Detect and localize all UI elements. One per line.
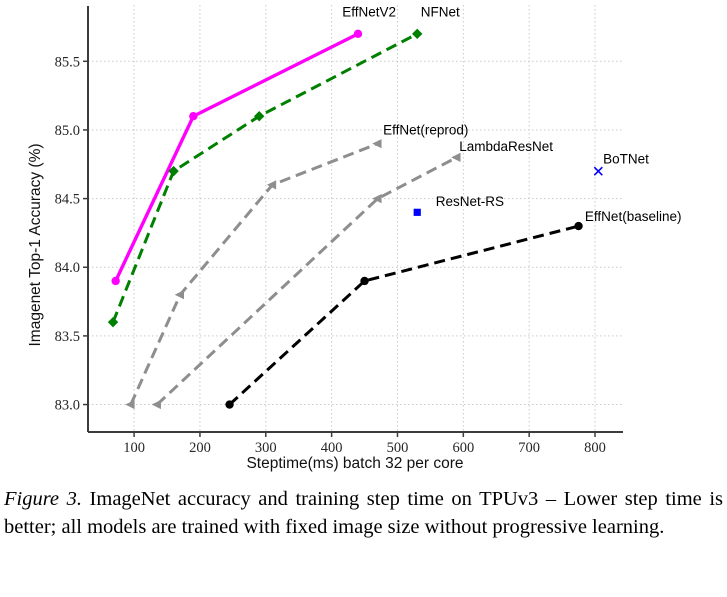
data-point-marker bbox=[574, 221, 583, 231]
y-tick-label: 85.0 bbox=[55, 123, 80, 139]
data-point-marker bbox=[266, 180, 277, 190]
x-tick-label: 200 bbox=[189, 440, 211, 456]
data-point-marker bbox=[125, 399, 135, 410]
series-line-lambdaresnet bbox=[156, 156, 458, 406]
series-line-nfnet bbox=[111, 32, 418, 323]
accuracy-vs-steptime-chart: 100 200 300 400 500 600 700 800 83.0 83.5 84.0 84.5… bbox=[27, 4, 681, 472]
series-effnet-baseline bbox=[225, 221, 583, 409]
data-point-marker bbox=[254, 111, 265, 122]
data-point-marker bbox=[372, 193, 382, 204]
data-point-marker bbox=[168, 165, 179, 177]
chart-series bbox=[107, 28, 603, 410]
series-effnetv2 bbox=[111, 29, 363, 286]
x-tick-label: 500 bbox=[387, 440, 409, 456]
data-point-marker bbox=[225, 400, 234, 409]
data-point-marker bbox=[111, 276, 120, 286]
scatter-label-resnet-rs: ResNet-RS bbox=[436, 194, 504, 209]
data-point-marker bbox=[413, 208, 421, 216]
x-tick-label: 300 bbox=[255, 440, 277, 456]
figure-caption: Figure 3. ImageNet accuracy and training… bbox=[4, 485, 723, 541]
y-tick-label: 83.5 bbox=[55, 329, 80, 345]
data-point-marker bbox=[151, 399, 161, 410]
scatter-label-botnet: BoTNet bbox=[603, 151, 649, 166]
series-line-effnetv2 bbox=[114, 32, 359, 282]
x-axis-title: Steptime(ms) batch 32 per core bbox=[246, 455, 463, 472]
x-tick-label: 800 bbox=[584, 440, 606, 456]
y-tick-label: 85.5 bbox=[55, 54, 80, 70]
series-nfnet bbox=[107, 28, 423, 328]
series-label-nfnet: NFNet bbox=[421, 4, 460, 19]
series-label-effnet-baseline: EffNet(baseline) bbox=[585, 209, 682, 224]
data-point-marker bbox=[353, 29, 363, 39]
data-point-marker bbox=[360, 276, 369, 286]
chart-gridlines bbox=[88, 5, 623, 432]
series-line-effnet-baseline bbox=[228, 224, 579, 406]
data-point-marker bbox=[107, 316, 119, 328]
x-tick-label: 700 bbox=[518, 440, 540, 456]
y-tick-label: 83.0 bbox=[55, 398, 80, 414]
x-tick-label: 400 bbox=[321, 440, 343, 456]
x-tick-label: 600 bbox=[452, 440, 474, 456]
data-point-marker bbox=[593, 166, 603, 176]
x-tick-label: 100 bbox=[123, 440, 145, 456]
scatter-botnet bbox=[593, 166, 603, 176]
data-point-marker bbox=[372, 139, 382, 149]
data-point-marker bbox=[412, 28, 423, 40]
series-label-lambdaresnet: LambdaResNet bbox=[459, 139, 553, 154]
data-point-marker bbox=[451, 152, 461, 163]
scatter-resnet-rs bbox=[413, 208, 421, 216]
figure-caption-text: ImageNet accuracy and training step time… bbox=[4, 488, 723, 538]
series-line-effnet-reprod bbox=[129, 142, 379, 406]
data-point-marker bbox=[174, 290, 184, 300]
figure-caption-label: Figure 3. bbox=[4, 488, 82, 510]
y-tick-label: 84.0 bbox=[55, 260, 80, 276]
series-effnet-reprod bbox=[125, 139, 382, 410]
chart-axes: 100 200 300 400 500 600 700 800 83.0 83.5 84.0 84.5… bbox=[55, 6, 623, 456]
data-point-marker bbox=[189, 112, 198, 121]
y-tick-label: 84.5 bbox=[55, 192, 80, 208]
y-axis-title: Imagenet Top-1 Accuracy (%) bbox=[27, 143, 44, 346]
series-label-effnetv2: EffNetV2 bbox=[342, 4, 396, 19]
series-lambdaresnet bbox=[151, 152, 461, 410]
chart-annotations: EffNetV2 NFNet EffNet(reprod) LambdaResNet E… bbox=[342, 4, 681, 224]
series-label-effnet-reprod: EffNet(reprod) bbox=[383, 122, 468, 137]
